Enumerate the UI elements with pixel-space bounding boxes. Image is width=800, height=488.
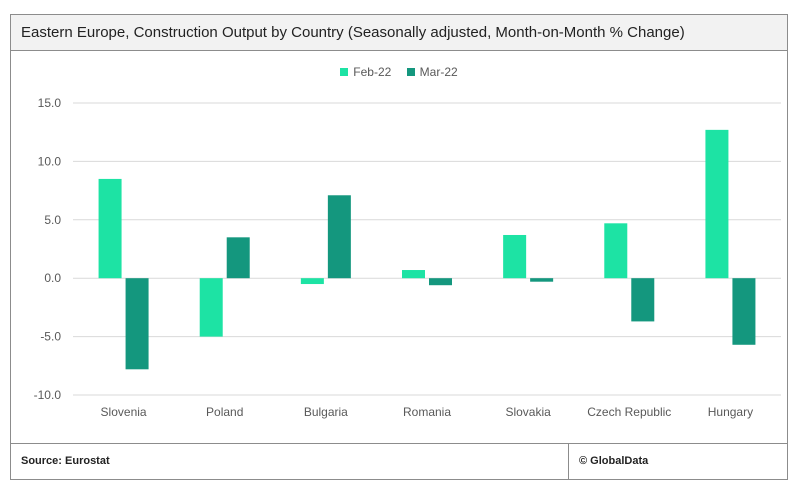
bar-mar-22-hungary [732,278,756,345]
y-tick-label: 5.0 [44,213,61,227]
x-tick-label: Bulgaria [304,405,348,419]
footer-divider [568,444,569,479]
bar-mar-22-poland [226,237,250,279]
y-tick-label: 10.0 [38,154,62,168]
y-tick-label: 15.0 [38,96,62,110]
chart-title: Eastern Europe, Construction Output by C… [21,24,685,41]
x-tick-label: Czech Republic [587,405,671,419]
bar-mar-22-czech-republic [631,278,655,322]
x-tick-label: Romania [403,405,451,419]
title-bar: Eastern Europe, Construction Output by C… [11,15,787,51]
y-tick-label: -10.0 [34,388,62,402]
copyright-label: © GlobalData [579,455,649,467]
bar-feb-22-slovakia [503,234,527,279]
legend: Feb-22 Mar-22 [11,65,787,79]
chart-frame: Eastern Europe, Construction Output by C… [10,14,788,480]
bar-feb-22-poland [199,278,223,337]
bar-chart: 15.0 10.0 5.0 0.0 -5.0 -10.0 Slovenia Poland Bul… [34,96,781,419]
bar-feb-22-bulgaria [300,278,324,285]
x-tick-label: Slovenia [101,405,147,419]
legend-label-feb: Feb-22 [353,65,392,79]
legend-swatch-mar [406,68,415,76]
legend-item-feb: Feb-22 [340,65,391,79]
bar-mar-22-bulgaria [327,195,351,279]
bar-feb-22-slovenia [98,178,122,279]
bar-feb-22-czech-republic [604,223,628,279]
source-label: Source: Eurostat [21,455,110,467]
legend-item-mar: Mar-22 [406,65,458,79]
footer: Source: Eurostat © GlobalData [11,443,787,479]
bar-mar-22-romania [429,278,452,286]
x-tick-label: Hungary [708,405,753,419]
legend-swatch-feb [340,68,349,76]
bar-feb-22-hungary [705,129,729,279]
legend-label-mar: Mar-22 [419,65,458,79]
y-tick-label: -5.0 [40,330,61,344]
bar-feb-22-romania [402,270,425,279]
y-tick-label: 0.0 [44,271,61,285]
x-tick-label: Poland [206,405,243,419]
x-tick-label: Slovakia [505,405,551,419]
bar-mar-22-slovenia [125,278,149,370]
bar-mar-22-slovakia [530,278,554,282]
